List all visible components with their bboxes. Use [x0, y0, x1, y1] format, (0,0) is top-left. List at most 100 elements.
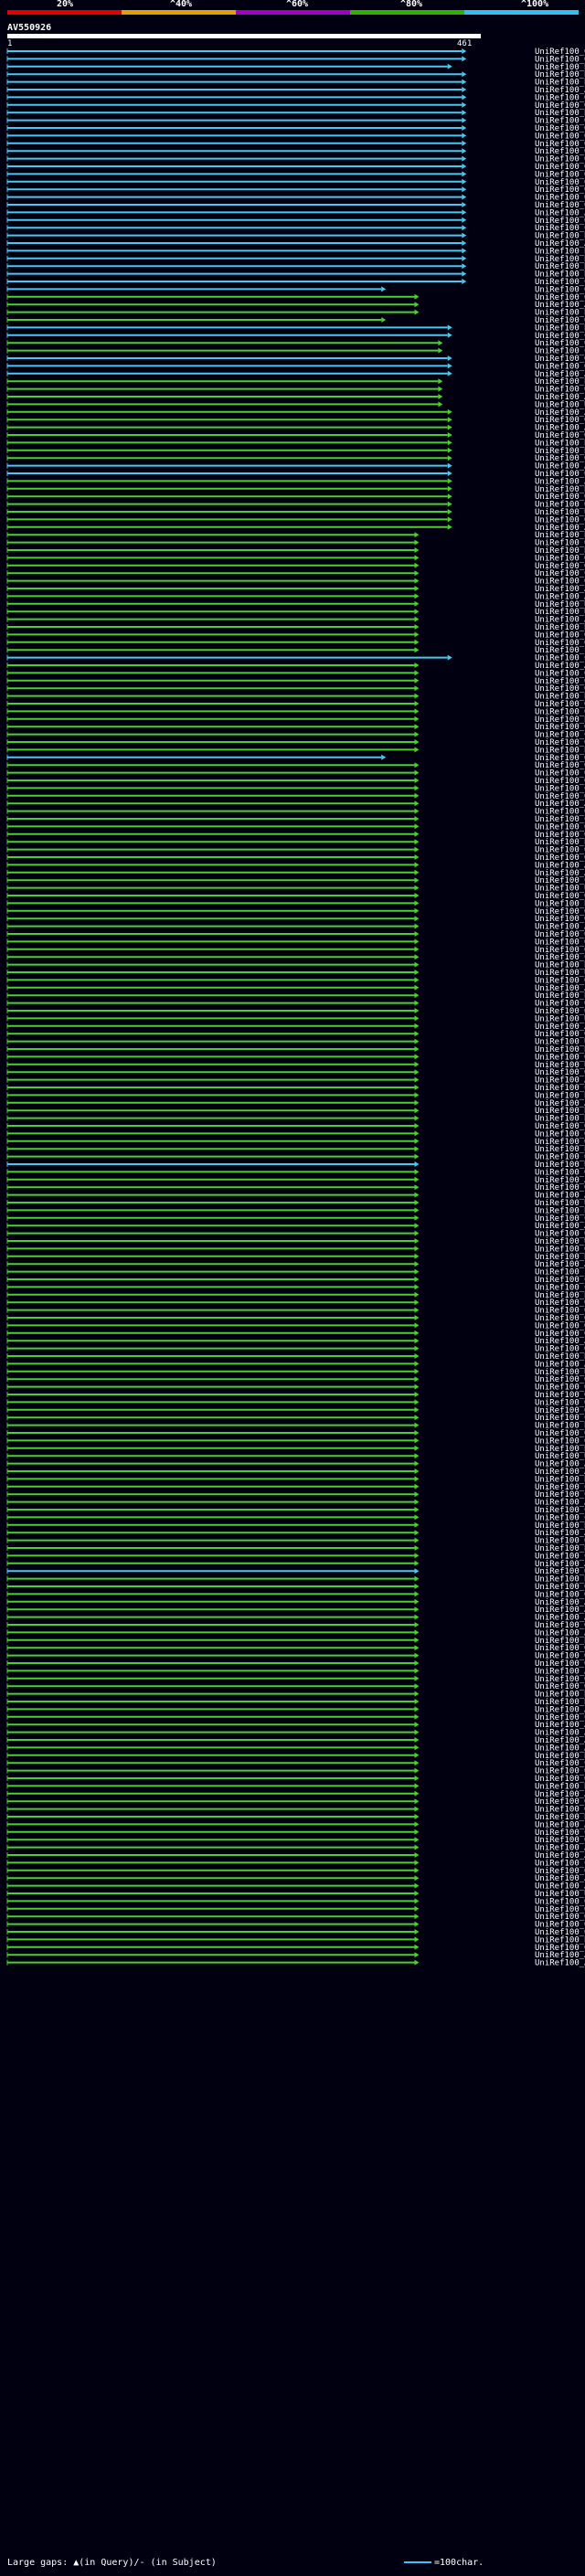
- hit-label[interactable]: UniRef100_Q64889: [535, 1682, 585, 1691]
- hit-label[interactable]: UniRef100_C7EC58: [535, 1506, 585, 1515]
- hit-label[interactable]: UniRef100_A3BP15: [535, 462, 585, 472]
- hit-label[interactable]: UniRef100_UP1000...: [535, 1161, 585, 1170]
- hit-label[interactable]: UniRef100_A8J4M6: [535, 424, 585, 433]
- hit-label[interactable]: UniRef100_Q9SZ90: [535, 1007, 585, 1016]
- hit-label[interactable]: UniRef100_A9TYX7: [535, 662, 585, 671]
- hit-label[interactable]: UniRef100_B9S0Q0: [535, 961, 585, 970]
- hit-label[interactable]: UniRef100_Q0L710: [535, 1314, 585, 1323]
- hit-label[interactable]: UniRef100_Q6T9P5: [535, 1391, 585, 1400]
- hit-label[interactable]: UniRef100_Q9SE50: [535, 316, 585, 325]
- hit-label[interactable]: UniRef100_Q8LDF6: [535, 1590, 585, 1599]
- hit-label[interactable]: UniRef100_B9FZW7: [535, 1045, 585, 1055]
- hit-label[interactable]: UniRef100_C4MF28: [535, 1483, 585, 1492]
- hit-label[interactable]: UniRef100_B9ICT4: [535, 447, 585, 456]
- hit-label[interactable]: UniRef100_Q84TD5: [535, 355, 585, 364]
- hit-label[interactable]: UniRef100_C4HHD1: [535, 654, 585, 663]
- hit-label[interactable]: UniRef100_Q3S951: [535, 1928, 585, 1937]
- hit-label[interactable]: UniRef100_C5X6E2: [535, 569, 585, 578]
- hit-label[interactable]: UniRef100_A9P7X0: [535, 86, 585, 95]
- hit-label[interactable]: UniRef100_B9G9R2: [535, 838, 585, 847]
- hit-label[interactable]: UniRef100_UP1000...: [535, 608, 585, 617]
- hit-label[interactable]: UniRef100_Q3LAH9: [535, 831, 585, 840]
- hit-label[interactable]: UniRef100_A2Y1K4: [535, 1628, 585, 1638]
- hit-label[interactable]: UniRef100_B9GH48: [535, 1698, 585, 1707]
- hit-label[interactable]: UniRef100_C5Y4U4: [535, 1214, 585, 1224]
- hit-label[interactable]: UniRef100_Q7XRI5: [535, 846, 585, 855]
- hit-label[interactable]: UniRef100_A2Z5F9: [535, 239, 585, 249]
- hit-label[interactable]: UniRef100_B9FSI5: [535, 1206, 585, 1215]
- hit-label[interactable]: UniRef100_Q49Z86: [535, 55, 585, 64]
- hit-label[interactable]: UniRef100_Q94BC6: [535, 1806, 585, 1815]
- hit-label[interactable]: UniRef100_B9FWX7: [535, 1575, 585, 1585]
- hit-label[interactable]: UniRef100_B9SPG0: [535, 63, 585, 72]
- hit-label[interactable]: UniRef100_UP1000...: [535, 1014, 585, 1023]
- hit-label[interactable]: UniRef100_C5XU06: [535, 1829, 585, 1838]
- hit-label[interactable]: UniRef100_A5BER6: [535, 1560, 585, 1569]
- hit-label[interactable]: UniRef100_A7SBF9: [535, 301, 585, 310]
- hit-label[interactable]: UniRef100_C0P2V6: [535, 1490, 585, 1500]
- hit-label[interactable]: UniRef100_B9N673: [535, 1752, 585, 1761]
- hit-label[interactable]: UniRef100_Q43536: [535, 907, 585, 917]
- hit-label[interactable]: UniRef100_B6TNB7: [535, 1521, 585, 1531]
- hit-label[interactable]: UniRef100_P20834: [535, 1268, 585, 1277]
- hit-label[interactable]: UniRef100_Q9ZAT1: [535, 976, 585, 985]
- hit-label[interactable]: UniRef100_A2YUV1: [535, 1529, 585, 1538]
- hit-label[interactable]: UniRef100_UP1000...: [535, 969, 585, 978]
- hit-label[interactable]: UniRef100_B9RYU9: [535, 439, 585, 448]
- hit-label[interactable]: UniRef100_Q4JT51: [535, 178, 585, 187]
- hit-label[interactable]: UniRef100_Q5S947: [535, 946, 585, 955]
- hit-label[interactable]: UniRef100_Q22297: [535, 631, 585, 640]
- hit-label[interactable]: UniRef100_B9N6G0: [535, 991, 585, 1001]
- hit-label[interactable]: UniRef100_B9SBB7: [535, 109, 585, 118]
- hit-label[interactable]: UniRef100_C5YWG9: [535, 1552, 585, 1561]
- hit-label[interactable]: UniRef100_A2YXN2: [535, 1790, 585, 1799]
- hit-label[interactable]: UniRef100_Q84Y69: [535, 1797, 585, 1807]
- hit-label[interactable]: UniRef100_Q5K6K7: [535, 163, 585, 172]
- hit-label[interactable]: UniRef100_A9YVD7: [535, 1099, 585, 1108]
- hit-label[interactable]: UniRef100_A7Q4Y3: [535, 923, 585, 932]
- hit-label[interactable]: UniRef100_A7P7X9: [535, 585, 585, 594]
- hit-label[interactable]: UniRef100_Q67UW5: [535, 1675, 585, 1684]
- hit-label[interactable]: UniRef100_UP1000...: [535, 400, 585, 409]
- hit-label[interactable]: UniRef100_A3A2M2: [535, 1667, 585, 1676]
- hit-label[interactable]: UniRef100_B9GK59: [535, 1445, 585, 1454]
- hit-label[interactable]: UniRef100_Q64491: [535, 293, 585, 302]
- hit-label[interactable]: UniRef100_Q9SML6: [535, 501, 585, 510]
- hit-label[interactable]: UniRef100_Q9FZ22: [535, 1913, 585, 1922]
- hit-label[interactable]: UniRef100_B9RCH9: [535, 1291, 585, 1300]
- hit-label[interactable]: UniRef100_A6N4B9: [535, 1851, 585, 1860]
- hit-label[interactable]: UniRef100_UP1000...: [535, 1199, 585, 1208]
- hit-label[interactable]: UniRef100_Q43149: [535, 1168, 585, 1177]
- hit-label[interactable]: UniRef100_A9SHR0: [535, 861, 585, 870]
- hit-label[interactable]: UniRef100_Q3H5A7: [535, 170, 585, 179]
- hit-label[interactable]: UniRef100_Q42660: [535, 1138, 585, 1147]
- hit-label[interactable]: UniRef100_C5XXF9: [535, 1713, 585, 1723]
- hit-label[interactable]: UniRef100_B9GTU2: [535, 1422, 585, 1431]
- hit-label[interactable]: UniRef100_B9GL66: [535, 1475, 585, 1484]
- hit-label[interactable]: UniRef100_A2XYN7: [535, 1959, 585, 1968]
- hit-label[interactable]: UniRef100_Q5K8L3: [535, 117, 585, 126]
- hit-label[interactable]: UniRef100_Q42880: [535, 1345, 585, 1354]
- hit-label[interactable]: UniRef100_B9G3N2: [535, 247, 585, 256]
- hit-label[interactable]: UniRef100_C5YZF9: [535, 1759, 585, 1768]
- hit-label[interactable]: UniRef100_B9SNU5: [535, 309, 585, 318]
- hit-label[interactable]: UniRef100_Q6H3Z9: [535, 1183, 585, 1193]
- hit-label[interactable]: UniRef100_Q9SF58-2: [535, 938, 585, 947]
- hit-label[interactable]: UniRef100_A7QNH8: [535, 1260, 585, 1269]
- hit-label[interactable]: UniRef100_Q7XY41: [535, 1867, 585, 1876]
- hit-label[interactable]: UniRef100_C4ME35: [535, 347, 585, 356]
- hit-label[interactable]: UniRef100_C5Z177: [535, 332, 585, 341]
- hit-label[interactable]: UniRef100_Q41012: [535, 738, 585, 747]
- hit-label[interactable]: UniRef100_B9RHD1: [535, 693, 585, 702]
- hit-label[interactable]: UniRef100_B8A9I0: [535, 1091, 585, 1100]
- hit-label[interactable]: UniRef100_Q6ZJ13: [535, 217, 585, 226]
- hit-label[interactable]: UniRef100_B9IAJ5: [535, 1253, 585, 1262]
- hit-label[interactable]: UniRef100_Q9S948: [535, 754, 585, 763]
- hit-label[interactable]: UniRef100_Q9CAC1: [535, 48, 585, 57]
- hit-label[interactable]: UniRef100_Q9ZTS0: [535, 140, 585, 149]
- hit-label[interactable]: UniRef100_Q93WZ0: [535, 201, 585, 210]
- hit-label[interactable]: UniRef100_Q9RXT5: [535, 554, 585, 563]
- hit-label[interactable]: UniRef100_A7P4U6: [535, 1736, 585, 1745]
- hit-label[interactable]: UniRef100_Q9FVQ2: [535, 1230, 585, 1239]
- hit-label[interactable]: UniRef100_Q9SXK7: [535, 1375, 585, 1384]
